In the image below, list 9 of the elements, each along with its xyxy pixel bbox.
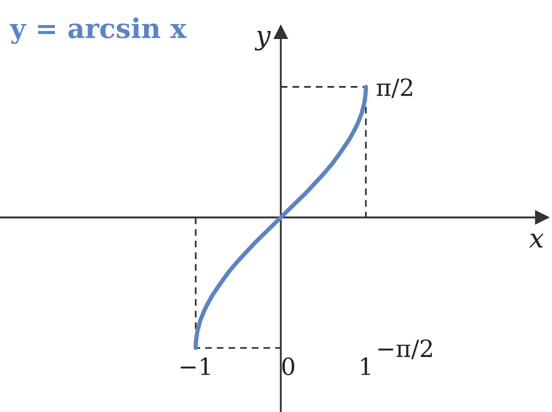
x-axis-title: x (529, 234, 544, 248)
x-tick-label: 1 (361, 357, 370, 375)
y-tick-label: −π/2 (378, 339, 432, 360)
x-tick-label: −1 (180, 357, 210, 375)
line-series (194, 84, 368, 350)
y-axis-title: y (254, 30, 271, 50)
chart-title: y = arcsin x (10, 17, 187, 44)
y-tick-label: π/2 (376, 78, 412, 98)
x-tick-label: 0 (282, 357, 294, 376)
